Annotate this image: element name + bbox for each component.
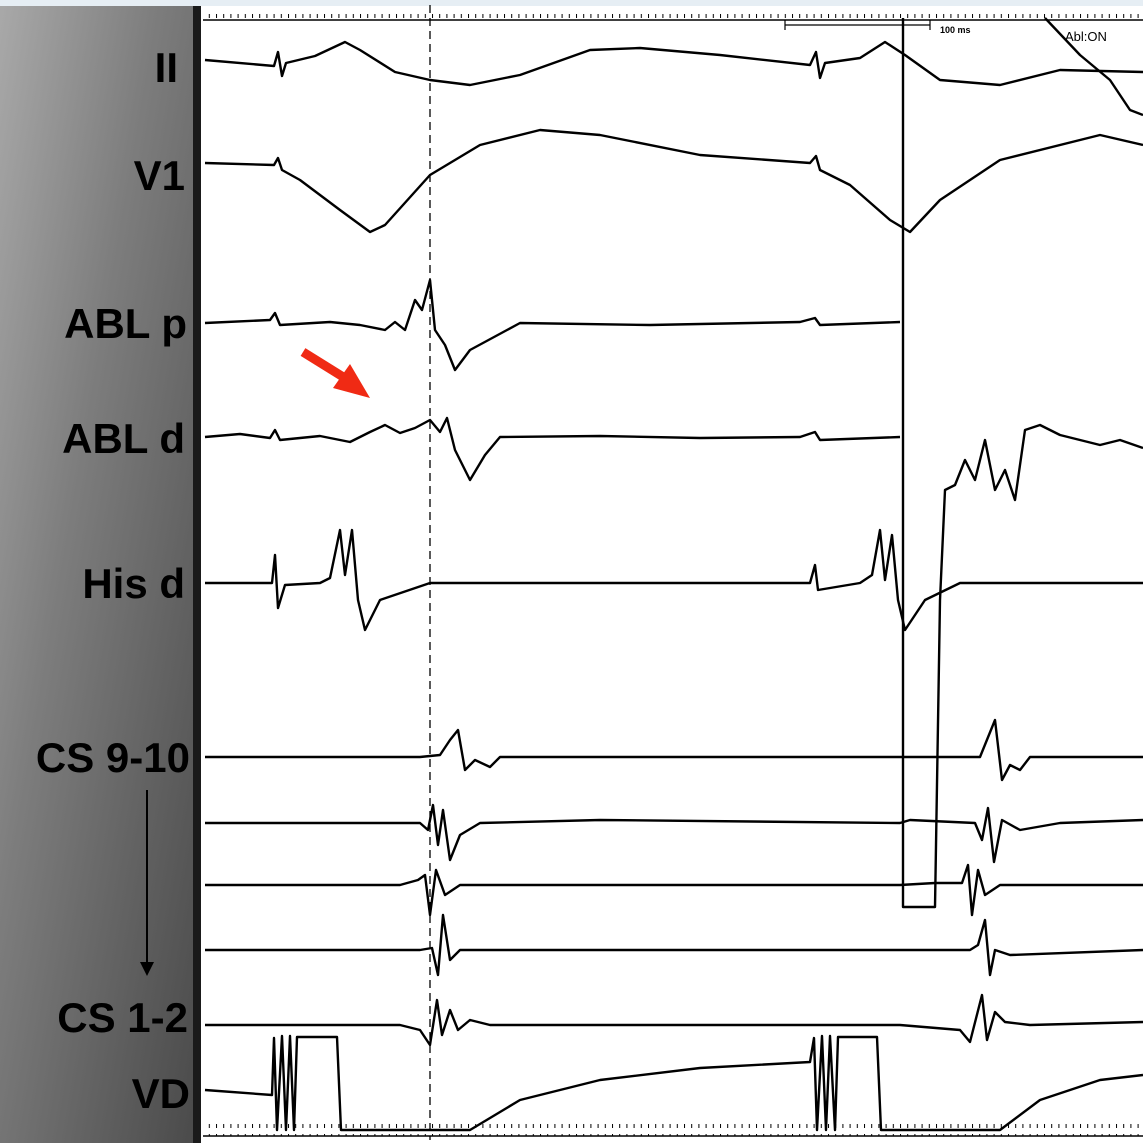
- bottom-ruler: [203, 1124, 1143, 1136]
- channel-label: V1: [134, 152, 185, 199]
- traces: [204, 17, 1143, 1132]
- top-band: [0, 0, 1143, 6]
- top-ruler: [203, 14, 1143, 22]
- fluoro-panel: [0, 0, 197, 1143]
- status-label: Abl:ON: [1065, 29, 1107, 44]
- panel-border: [193, 0, 201, 1143]
- scale-label: 100 ms: [940, 25, 971, 35]
- channel-label: His d: [82, 560, 185, 607]
- channel-label: ABL d: [62, 415, 185, 462]
- red-arrow: [300, 348, 351, 384]
- channel-label: VD: [132, 1070, 190, 1117]
- channel-label: CS 9-10: [36, 734, 190, 781]
- channel-label: II: [155, 44, 178, 91]
- channel-label: ABL p: [64, 300, 187, 347]
- channel-label: CS 1-2: [57, 994, 188, 1041]
- scale-bar: [784, 20, 931, 30]
- channel-labels: II V1 ABL p ABL d His d CS 9-10 CS 1-2 V…: [36, 44, 190, 1117]
